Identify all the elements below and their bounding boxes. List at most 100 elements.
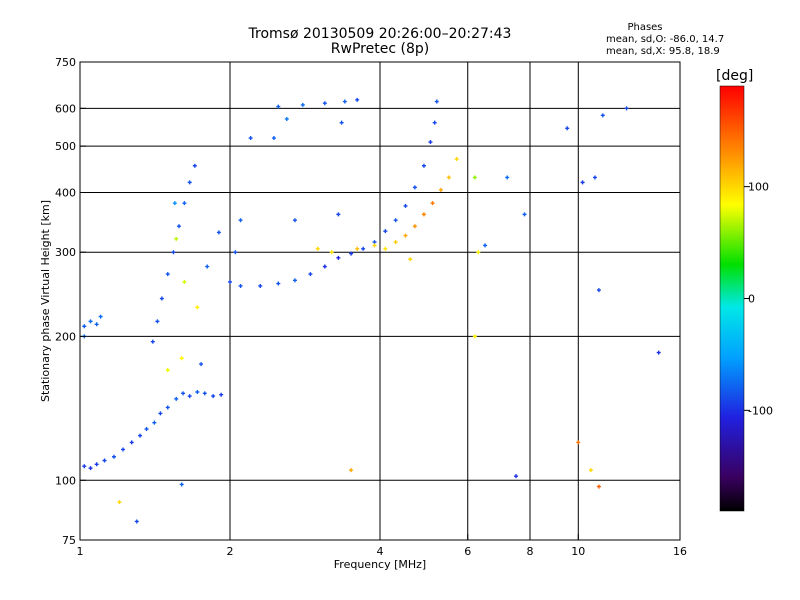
data-point <box>238 283 243 288</box>
colorbar-unit: [deg] <box>716 68 754 84</box>
data-point <box>158 411 163 416</box>
data-point <box>576 440 581 445</box>
phase-stats-o: mean, sd,O: -86.0, 14.7 <box>606 34 725 45</box>
x-tick-label: 2 <box>227 545 234 558</box>
data-point <box>592 175 597 180</box>
data-point <box>129 440 134 445</box>
data-point <box>94 462 99 467</box>
data-point <box>514 474 519 479</box>
data-point <box>476 250 481 255</box>
data-point <box>88 466 93 471</box>
data-point <box>150 339 155 344</box>
data-point <box>596 484 601 489</box>
data-point <box>182 279 187 284</box>
data-point <box>276 281 281 286</box>
data-point <box>383 229 388 234</box>
data-point <box>438 187 443 192</box>
data-point <box>434 99 439 104</box>
data-point <box>472 175 477 180</box>
data-point <box>202 391 207 396</box>
data-point <box>82 464 87 469</box>
data-point <box>329 250 334 255</box>
data-point <box>94 322 99 327</box>
data-point <box>165 368 170 373</box>
data-point <box>403 203 408 208</box>
data-point <box>322 101 327 106</box>
data-point <box>580 180 585 185</box>
data-point <box>505 175 510 180</box>
data-point <box>300 102 305 107</box>
data-point <box>355 246 360 251</box>
data-point <box>134 519 139 524</box>
data-point <box>522 212 527 217</box>
colorbar-ticks: 100 0 -100 <box>744 181 773 417</box>
data-point <box>428 140 433 145</box>
data-point <box>408 257 413 262</box>
data-point <box>228 279 232 284</box>
data-point <box>176 224 181 229</box>
data-point <box>248 136 253 141</box>
data-point <box>138 433 143 438</box>
y-tick-label: 200 <box>55 330 76 343</box>
y-tick-label: 500 <box>55 140 76 153</box>
x-axis-label: Frequency [MHz] <box>334 558 426 571</box>
data-point <box>216 230 221 235</box>
data-point <box>199 362 204 367</box>
data-point <box>117 500 122 505</box>
data-point <box>472 334 477 339</box>
x-tick-label: 4 <box>377 545 384 558</box>
data-point <box>179 482 184 487</box>
y-axis-label: Stationary phase Virtual Height [km] <box>39 200 52 402</box>
data-point <box>349 468 354 473</box>
data-point <box>82 324 87 329</box>
data-point <box>315 246 320 251</box>
x-tick-label: 1 <box>77 545 84 558</box>
data-point <box>271 136 276 141</box>
data-point <box>211 394 216 399</box>
data-point <box>336 255 341 260</box>
data-point <box>155 319 160 324</box>
data-point <box>276 104 281 109</box>
data-point <box>596 288 601 293</box>
data-point <box>393 240 398 245</box>
axes-layer: 1 2 4 6 8 10 16 75 100 200 300 400 500 600 750 <box>55 56 687 558</box>
data-point <box>339 120 344 125</box>
data-point <box>172 201 177 206</box>
data-point <box>98 314 103 319</box>
data-point <box>454 157 459 162</box>
x-tick-label: 10 <box>571 545 585 558</box>
chart-subtitle: RwPretec (8p) <box>330 41 430 57</box>
data-point <box>159 296 164 301</box>
data-point <box>308 272 313 277</box>
data-point <box>233 250 238 255</box>
data-point <box>121 447 126 452</box>
data-point <box>102 458 107 463</box>
data-point <box>342 99 347 104</box>
data-point <box>600 113 605 118</box>
data-point <box>219 392 224 397</box>
data-point <box>432 120 437 125</box>
x-tick-label: 8 <box>527 545 534 558</box>
y-tick-label: 400 <box>55 186 76 199</box>
data-point <box>292 218 297 223</box>
chart-title: Tromsø 20130509 20:26:00–20:27:43 <box>248 26 512 42</box>
data-point <box>588 468 593 473</box>
data-point <box>192 163 197 168</box>
data-point <box>336 212 341 217</box>
data-point <box>258 283 263 288</box>
colorbar-tick-label: -100 <box>748 404 773 417</box>
y-tick-label: 600 <box>55 102 76 115</box>
phase-stats-title: Phases <box>627 22 663 33</box>
data-point <box>144 427 149 432</box>
x-tick-label: 16 <box>673 545 687 558</box>
data-points <box>82 97 661 524</box>
x-tick-label: 6 <box>464 545 471 558</box>
y-tick-label: 100 <box>55 474 76 487</box>
data-point <box>174 236 179 241</box>
data-point <box>181 391 186 396</box>
data-point <box>361 246 366 251</box>
data-point <box>171 250 176 255</box>
y-tick-label: 750 <box>55 56 76 69</box>
data-point <box>393 218 398 223</box>
